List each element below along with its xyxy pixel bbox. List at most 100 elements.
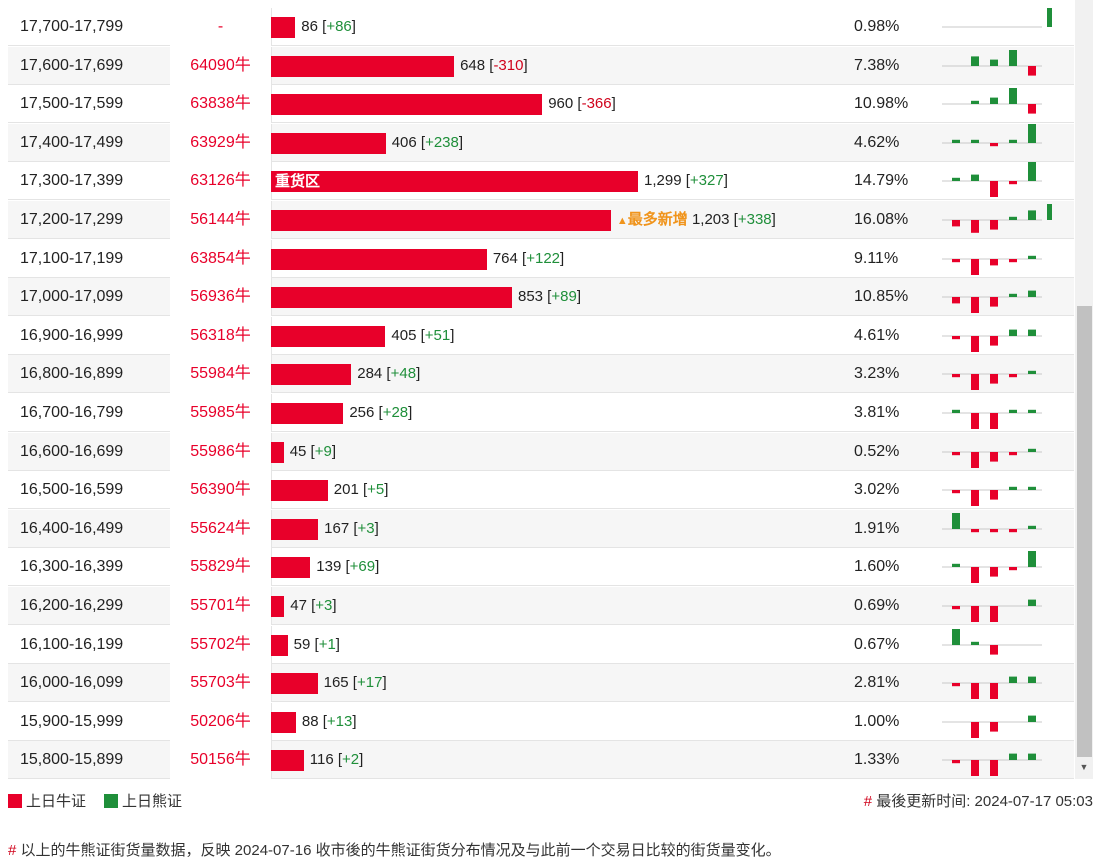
share-percent: 2.81%	[854, 674, 900, 692]
strike-range: 16,700-16,799	[20, 404, 124, 421]
cbbc-code-link[interactable]: 56144牛	[170, 201, 271, 239]
cbbc-code: 55703	[190, 674, 235, 692]
table-row: 17,500-17,599 63838牛 960 [-366] 10.98%	[8, 85, 1074, 124]
sparkline-bar	[1028, 551, 1036, 568]
qty-change: -366	[581, 95, 612, 113]
outstanding-qty: 47	[290, 597, 307, 614]
cbbc-code: 55985	[190, 404, 235, 421]
trend-sparkline	[942, 204, 1052, 233]
cbbc-code-link[interactable]: 55984牛	[170, 355, 271, 393]
sparkline-bar	[952, 258, 960, 262]
bull-suffix: 牛	[234, 712, 251, 730]
cbbc-code-link[interactable]: 55702牛	[170, 626, 271, 664]
sparkline-bar	[952, 490, 960, 494]
code-cell: 63838牛	[170, 85, 272, 124]
bull-suffix: 牛	[234, 56, 251, 74]
sparkline-bar	[1009, 374, 1017, 378]
sparkline-bar	[990, 451, 998, 462]
cbbc-code-link[interactable]: 55703牛	[170, 664, 271, 702]
trend-sparkline	[942, 49, 1042, 76]
cbbc-code-link[interactable]: 63126牛	[170, 162, 271, 200]
trend-sparkline	[942, 329, 1042, 352]
cbbc-code-link[interactable]: 64090牛	[170, 47, 271, 85]
cbbc-code-link[interactable]: 56318牛	[170, 317, 271, 355]
table-row: 17,300-17,399 63126牛 重货区 1,299 [+327] 14.79%	[8, 162, 1074, 201]
sparkline-bar	[952, 512, 960, 529]
cbbc-code-link[interactable]: 55985牛	[170, 394, 271, 432]
qty-change: +17	[356, 674, 383, 692]
outstanding-qty: 648	[460, 56, 486, 74]
qty-change: +28	[382, 404, 409, 421]
sparkline-bar	[971, 721, 979, 738]
cbbc-code: 64090	[190, 56, 235, 74]
share-percent: 3.02%	[854, 481, 900, 499]
outstanding-label: 960 [-366]	[548, 95, 616, 113]
sparkline-bar	[952, 220, 960, 227]
cbbc-code: 56390	[190, 481, 235, 499]
share-percent: 1.91%	[854, 519, 900, 537]
sparkline-bar	[971, 297, 979, 314]
cbbc-code-link[interactable]: 50206牛	[170, 703, 271, 741]
share-percent: 4.61%	[854, 326, 900, 344]
sparkline-bar	[1028, 210, 1036, 220]
qty-change: +9	[314, 442, 332, 460]
sparkline-bar	[952, 564, 960, 568]
sparkline-bar	[1028, 486, 1036, 491]
sparkline-bar	[952, 297, 960, 304]
sparkline-bar	[952, 683, 960, 687]
sparkline-bar	[971, 606, 979, 622]
sparkline-bar	[971, 490, 979, 507]
sparkline-bar	[971, 528, 979, 532]
code-cell: 55703牛	[170, 664, 272, 703]
code-cell: 55701牛	[170, 587, 272, 625]
strike-range: 16,000-16,099	[20, 674, 124, 692]
most-increase-tag: ▲最多新增	[617, 211, 688, 228]
bull-suffix: 牛	[234, 597, 251, 614]
qty-change: -310	[493, 56, 524, 74]
cbbc-code-link[interactable]: 55624牛	[170, 510, 271, 548]
outstanding-label: 853 [+89]	[517, 288, 581, 306]
qty-change: +3	[315, 597, 333, 614]
cbbc-code-link[interactable]: 63838牛	[170, 85, 271, 123]
sparkline-bar	[990, 528, 998, 532]
sparkline-bar	[1028, 162, 1036, 182]
table-row: 16,700-16,799 55985牛 256 [+28] 3.81%	[8, 394, 1074, 432]
cbbc-code-link[interactable]: 56390牛	[170, 471, 271, 509]
cbbc-code-link[interactable]: 63854牛	[170, 240, 271, 278]
sparkline-bar	[1028, 290, 1036, 298]
table-row: 16,400-16,499 55624牛 167 [+3] 1.91%	[8, 509, 1074, 548]
outstanding-bar	[271, 325, 386, 347]
sparkline-bar	[1028, 676, 1036, 684]
cbbc-code-link[interactable]: 55986牛	[170, 433, 271, 471]
cbbc-code: 55986	[190, 442, 235, 460]
scroll-down-arrow-icon[interactable]: ▼	[1079, 762, 1089, 772]
qty-change: +2	[342, 751, 360, 769]
cbbc-code-link[interactable]: 63929牛	[170, 124, 271, 162]
share-percent: 3.81%	[854, 404, 900, 421]
sparkline-bar	[1009, 181, 1017, 185]
sparkline-bar	[990, 59, 998, 66]
bull-suffix: 牛	[234, 404, 251, 421]
cbbc-code: 55829	[190, 558, 235, 576]
sparkline-bar	[971, 139, 979, 143]
code-cell: 55702牛	[170, 625, 272, 664]
cbbc-code-link[interactable]: -	[170, 8, 271, 46]
outstanding-qty: 86	[301, 18, 318, 35]
legend-bear: 上日熊证	[104, 790, 182, 811]
code-cell: 55986牛	[170, 432, 272, 471]
sparkline-bar	[1028, 255, 1036, 259]
bull-suffix: 牛	[234, 288, 251, 306]
scrollbar-thumb[interactable]	[1077, 306, 1092, 757]
cbbc-code-link[interactable]: 55701牛	[170, 587, 271, 625]
outstanding-bar	[271, 634, 288, 656]
cbbc-code-link[interactable]: 55829牛	[170, 548, 271, 586]
outstanding-qty: 59	[293, 635, 311, 653]
cbbc-code-link[interactable]: 56936牛	[170, 278, 271, 316]
strike-range: 17,400-17,499	[20, 133, 124, 151]
sparkline-bar	[1028, 409, 1036, 413]
strike-range: 16,400-16,499	[20, 519, 124, 537]
cbbc-code-link[interactable]: 50156牛	[170, 741, 271, 779]
outstanding-label: 764 [+122]	[492, 249, 565, 267]
outstanding-bar	[271, 55, 455, 77]
table-row: 16,900-16,999 56318牛 405 [+51] 4.61%	[8, 316, 1074, 355]
